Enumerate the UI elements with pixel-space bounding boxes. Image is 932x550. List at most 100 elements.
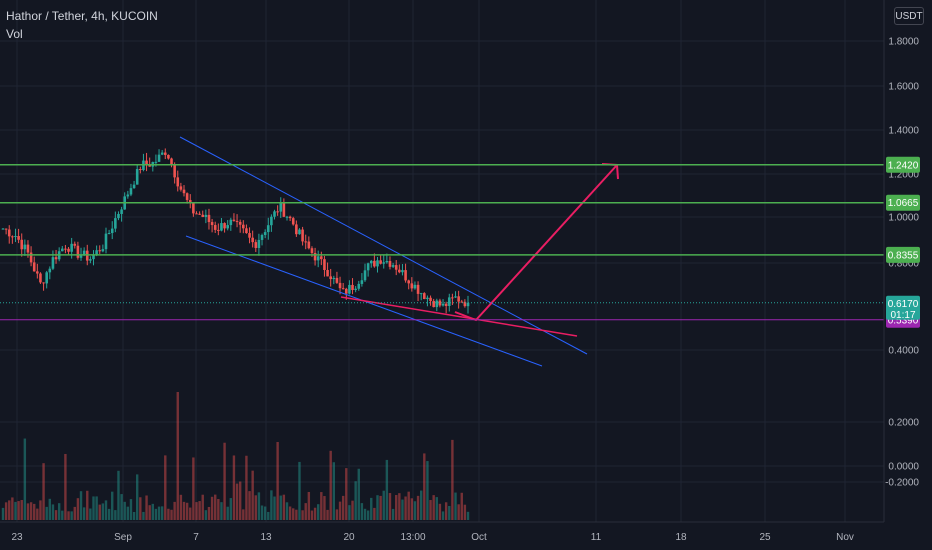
volume-bar — [79, 491, 83, 520]
time-axis: 23 Sep 7 13 20 13:00 Oct 11 18 25 Nov — [11, 532, 853, 543]
candle-body — [460, 301, 464, 303]
volume-bars — [1, 392, 470, 520]
volume-bar — [229, 498, 233, 520]
candle-body — [363, 270, 367, 281]
volume-bar — [73, 506, 76, 520]
candle-body — [207, 214, 211, 223]
volume-bar — [207, 506, 211, 520]
currency-button[interactable]: USDT — [894, 7, 924, 25]
volume-bar — [448, 505, 451, 520]
volume-bar — [257, 492, 261, 520]
candle-body — [376, 260, 379, 267]
candle-body — [117, 213, 120, 219]
candle-body — [323, 259, 326, 270]
candle-body — [14, 236, 17, 238]
candle-body — [320, 256, 323, 260]
volume-bar — [54, 510, 58, 520]
volume-bar — [92, 496, 95, 520]
volume-bar — [101, 503, 105, 520]
candle-body — [260, 235, 264, 240]
candle-body — [344, 288, 348, 294]
x-tick-label: Nov — [836, 532, 854, 543]
candle-body — [391, 265, 395, 267]
candle-body — [404, 270, 407, 281]
candle-body — [89, 259, 92, 261]
volume-bar — [154, 508, 158, 520]
candle-body — [463, 301, 467, 307]
candle-body — [220, 223, 223, 231]
candle-body — [213, 225, 217, 230]
candle-body — [310, 248, 314, 254]
volume-bar — [326, 509, 329, 520]
candle-body — [410, 283, 414, 289]
candle-body — [201, 214, 205, 217]
candle-body — [110, 228, 114, 233]
candle-body — [444, 303, 448, 306]
candle-body — [270, 216, 273, 226]
volume-bar — [413, 501, 417, 520]
volume-bar — [323, 496, 326, 520]
volume-bar — [423, 453, 426, 520]
volume-bar — [151, 503, 154, 520]
volume-bar — [48, 498, 52, 520]
candle-body — [379, 260, 382, 264]
volume-bar — [114, 510, 117, 520]
candle-body — [82, 250, 86, 256]
level-tag-label: 0.8355 — [888, 250, 919, 261]
candle-body — [316, 256, 320, 261]
candle-body — [145, 160, 148, 165]
x-tick-label: 13:00 — [400, 532, 425, 543]
x-tick-label: 23 — [11, 532, 23, 543]
volume-bar — [444, 502, 448, 520]
volume-bar — [254, 495, 257, 520]
candle-body — [148, 164, 151, 167]
volume-bar — [404, 496, 407, 520]
volume-bar — [435, 497, 438, 520]
candle-body — [129, 188, 133, 195]
volume-bar — [82, 507, 86, 520]
volume-bar — [164, 455, 167, 520]
volume-bar — [351, 500, 354, 520]
x-tick-label: 18 — [675, 532, 687, 543]
candle-body — [382, 262, 386, 264]
level-tag-label: 1.0665 — [888, 198, 919, 209]
volume-bar — [298, 461, 301, 520]
candle-body — [163, 152, 167, 155]
volume-bar — [366, 510, 370, 520]
volume-bar — [354, 481, 357, 520]
volume-bar — [57, 503, 61, 520]
candle-body — [266, 225, 270, 233]
volume-bar — [432, 495, 435, 520]
volume-bar — [17, 501, 20, 520]
candle-body — [338, 282, 342, 289]
candle-body — [223, 223, 226, 229]
candle-body — [64, 248, 67, 250]
last-price-tag-bg — [886, 295, 920, 320]
volume-bar — [238, 481, 242, 520]
candle-body — [438, 300, 442, 306]
candle-body — [235, 220, 239, 222]
x-tick-label: 7 — [193, 532, 199, 543]
level-tag-label: 0.5390 — [888, 315, 919, 326]
volume-bar — [148, 505, 151, 520]
level-tag-bg — [886, 156, 920, 173]
candle-body — [192, 203, 195, 214]
candle-body — [195, 213, 198, 215]
volume-indicator-label[interactable]: Vol — [6, 27, 23, 41]
volume-bar — [317, 504, 320, 520]
volume-bar — [276, 442, 279, 520]
candle-body — [157, 154, 161, 162]
volume-bar — [214, 494, 217, 520]
candle-body — [369, 260, 373, 264]
volume-bar — [120, 494, 123, 520]
y-tick-label: 1.2000 — [888, 170, 919, 181]
volume-bar — [179, 494, 183, 520]
volume-bar — [89, 508, 92, 520]
volume-bar — [454, 492, 457, 520]
candle-body — [419, 293, 423, 295]
candle-body — [198, 213, 201, 215]
price-axis: 1.8000 1.6000 1.4000 1.2000 1.0000 0.8000 0.40… — [885, 37, 919, 489]
volume-bar — [273, 496, 276, 520]
volume-bar — [198, 501, 201, 520]
